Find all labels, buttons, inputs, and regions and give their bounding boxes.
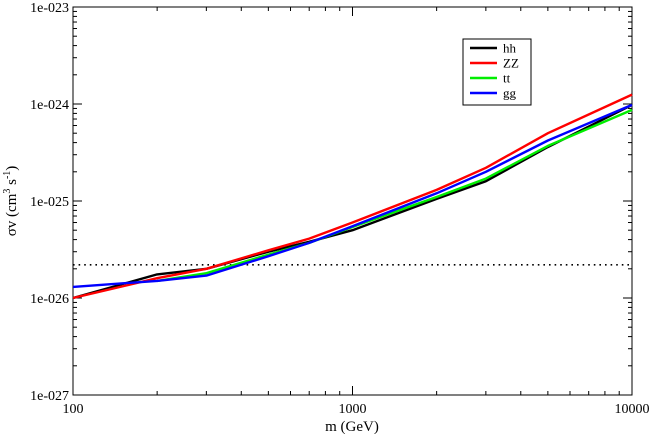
legend-label-tt: tt xyxy=(503,71,511,86)
plot-frame xyxy=(72,6,633,396)
y-tick-label: 1e-025 xyxy=(30,195,69,210)
y-axis-title-base: σv (cm xyxy=(4,193,20,236)
y-tick-label: 1e-027 xyxy=(30,389,69,404)
series-line-gg xyxy=(72,103,633,289)
x-tick-label: 10000 xyxy=(615,402,650,417)
y-axis-title: σv (cm3 s-1) xyxy=(2,166,20,237)
x-axis-title: m (GeV) xyxy=(325,419,379,434)
x-tick-label: 1000 xyxy=(339,402,367,417)
y-axis-title-sup1: 3 xyxy=(2,189,13,194)
legend-label-gg: gg xyxy=(503,86,517,101)
y-axis-title-sup2: -1 xyxy=(2,171,13,179)
y-axis-title-end: ) xyxy=(4,166,20,171)
y-axis-title-mid: s xyxy=(4,179,20,189)
legend-label-zz: ZZ xyxy=(503,56,519,71)
y-tick-label: 1e-024 xyxy=(30,98,69,113)
series-line-zz xyxy=(72,93,633,300)
x-tick-label: 100 xyxy=(63,402,84,417)
y-tick-label: 1e-026 xyxy=(30,292,69,307)
legend-label-hh: hh xyxy=(503,41,517,56)
y-tick-label: 1e-023 xyxy=(30,1,69,16)
axis-ticks: 100 1000 10000 1e-027 1e-026 1e-025 1e-024 1e-0… xyxy=(30,1,649,417)
series-lines xyxy=(72,93,633,300)
